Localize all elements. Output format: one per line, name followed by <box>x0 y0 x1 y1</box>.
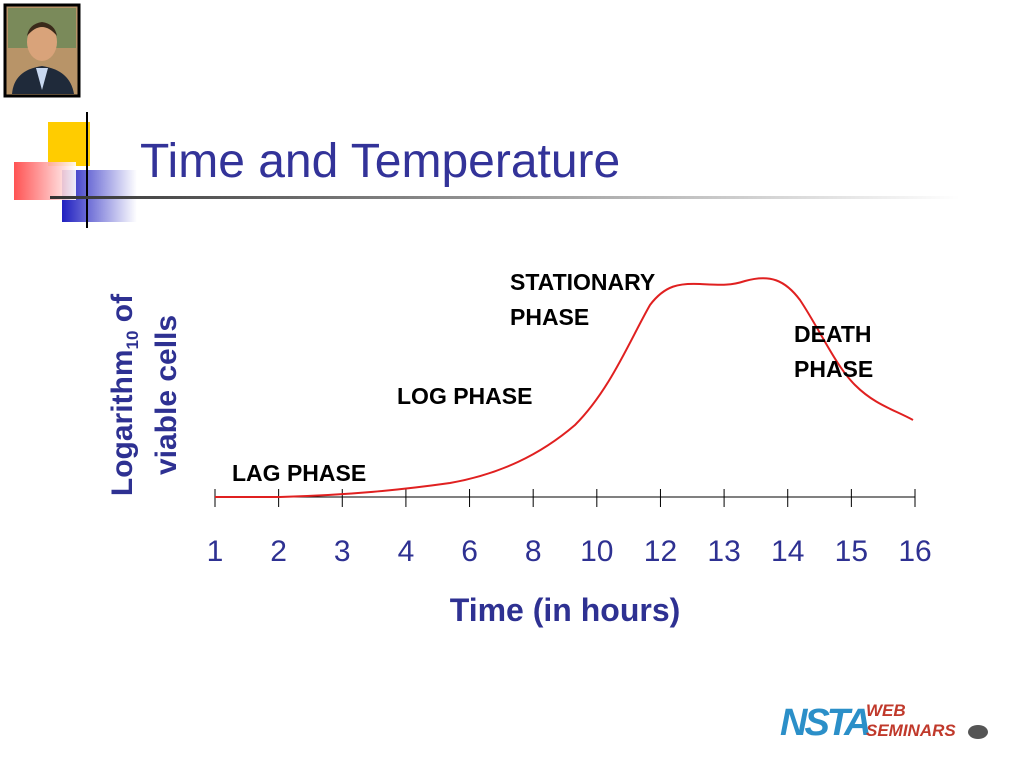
x-axis-label: Time (in hours) <box>450 592 681 628</box>
x-tick-label: 13 <box>707 535 740 568</box>
x-tick-label: 15 <box>835 535 868 568</box>
title-decoration <box>14 112 960 228</box>
x-tick-label: 14 <box>771 535 804 568</box>
x-tick-label: 10 <box>580 535 613 568</box>
y-axis-label: Logarithm10 of viable cells <box>106 293 183 496</box>
slide-title: Time and Temperature <box>140 135 620 188</box>
death-phase-label: PHASE <box>794 356 873 382</box>
logo-seminars: SEMINARS <box>866 721 956 740</box>
x-tick-label: 3 <box>334 535 351 568</box>
x-tick-label: 1 <box>207 535 224 568</box>
x-ticks: 1 2 3 4 6 8 10 12 13 14 15 16 <box>207 489 932 568</box>
death-phase-label: DEATH <box>794 321 872 347</box>
x-tick-label: 6 <box>461 535 478 568</box>
nsta-logo: NSTA WEB SEMINARS <box>780 701 988 744</box>
x-tick-label: 2 <box>270 535 287 568</box>
y-label-main: Logarithm <box>106 349 139 496</box>
x-tick-label: 12 <box>644 535 677 568</box>
x-tick-label: 4 <box>398 535 415 568</box>
stationary-phase-label: STATIONARY <box>510 269 655 295</box>
y-label-subscript: 10 <box>123 331 142 350</box>
presenter-photo <box>3 3 81 98</box>
stationary-phase-label: PHASE <box>510 304 589 330</box>
y-label-end: of <box>106 293 139 331</box>
x-tick-label: 8 <box>525 535 542 568</box>
growth-curve <box>215 277 914 498</box>
logo-web: WEB <box>866 701 906 720</box>
logo-org: NSTA <box>780 702 869 744</box>
x-tick-label: 16 <box>898 535 931 568</box>
y-label-line1: Logarithm10 of <box>106 293 142 496</box>
y-label-line2: viable cells <box>150 315 183 475</box>
log-phase-label: LOG PHASE <box>397 383 532 409</box>
lag-phase-label: LAG PHASE <box>232 460 366 486</box>
